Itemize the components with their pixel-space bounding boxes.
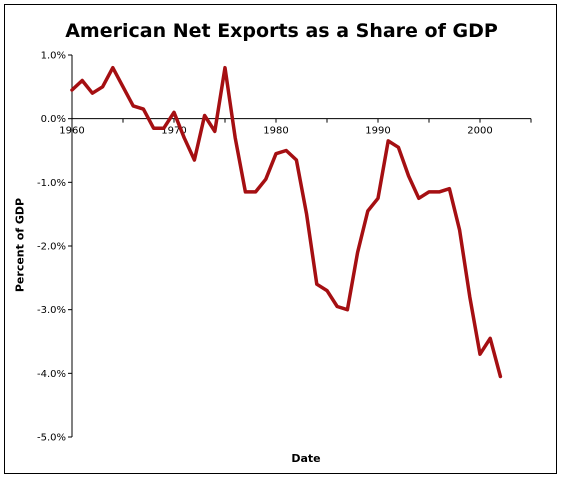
y-tick-label: 1.0% [41,51,66,62]
y-tick-label: -1.0% [37,178,66,189]
chart-title: American Net Exports as a Share of GDP [65,20,498,42]
series-line [70,65,503,379]
y-tick-label: -2.0% [37,242,66,253]
x-tick-label: 2000 [467,126,492,137]
x-tick-label: 1960 [59,126,84,137]
x-tick-label: 1970 [161,126,186,137]
y-tick-label: 0.0% [41,114,66,125]
chart-frame [4,4,557,474]
x-tick-label: 1990 [365,126,390,137]
y-tick-label: -4.0% [37,369,66,380]
y-axis-label: Percent of GDP [13,197,27,293]
x-axis-label: Date [291,452,321,465]
y-tick-label: -3.0% [37,305,66,316]
x-tick-label: 1980 [263,126,288,137]
y-tick-label: -5.0% [37,433,66,444]
